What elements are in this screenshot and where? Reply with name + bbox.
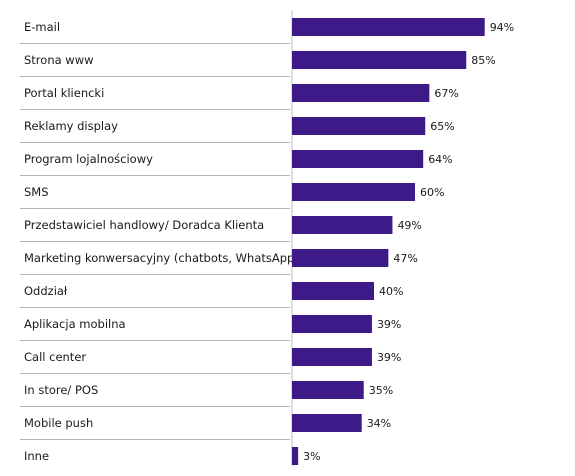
category-label: In store/ POS xyxy=(24,383,98,397)
bar xyxy=(292,18,485,36)
value-label: 47% xyxy=(393,252,417,265)
bar xyxy=(292,348,372,366)
bar xyxy=(292,447,299,465)
category-label: SMS xyxy=(24,185,49,199)
bar xyxy=(292,84,430,102)
value-label: 64% xyxy=(428,153,452,166)
category-label: Mobile push xyxy=(24,416,93,430)
category-label: Inne xyxy=(24,449,49,463)
category-label: Przedstawiciel handlowy/ Doradca Klienta xyxy=(24,218,264,232)
value-label: 40% xyxy=(379,285,403,298)
bar xyxy=(292,381,364,399)
category-label: Reklamy display xyxy=(24,119,118,133)
bar xyxy=(292,216,393,234)
value-label: 67% xyxy=(434,87,458,100)
bar xyxy=(292,150,424,168)
value-label: 3% xyxy=(303,450,320,463)
category-label: Aplikacja mobilna xyxy=(24,317,126,331)
value-label: 65% xyxy=(430,120,454,133)
bar xyxy=(292,249,389,267)
category-label: Marketing konwersacyjny (chatbots, Whats… xyxy=(24,251,299,265)
category-label: Portal kliencki xyxy=(24,86,104,100)
value-label: 49% xyxy=(397,219,421,232)
value-label: 35% xyxy=(369,384,393,397)
bar xyxy=(292,282,374,300)
value-label: 39% xyxy=(377,351,401,364)
category-label: Strona www xyxy=(24,53,94,67)
value-label: 94% xyxy=(490,21,514,34)
value-label: 39% xyxy=(377,318,401,331)
bar xyxy=(292,315,372,333)
bar xyxy=(292,183,415,201)
category-label: Program lojalnościowy xyxy=(24,152,153,166)
bar xyxy=(292,51,467,69)
bar xyxy=(292,117,426,135)
category-label: Call center xyxy=(24,350,86,364)
bar xyxy=(292,414,362,432)
category-label: E-mail xyxy=(24,20,60,34)
value-label: 60% xyxy=(420,186,444,199)
category-label: Oddział xyxy=(24,284,68,298)
value-label: 34% xyxy=(367,417,391,430)
value-label: 85% xyxy=(471,54,495,67)
